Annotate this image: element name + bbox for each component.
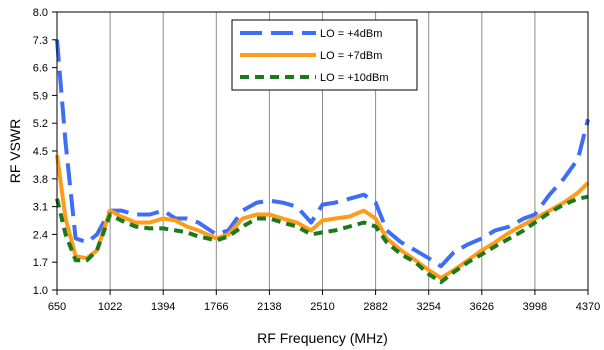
series-line-2: [55, 154, 590, 281]
x-tick-label: 4370: [576, 301, 600, 313]
y-tick-labels: 1.0 1.7 2.4 3.1 3.8 4.5 5.2 5.9 6.6 7.3 8.0: [33, 7, 57, 297]
legend: LO = +4dBm LO = +7dBm LO = +10dBm: [231, 19, 418, 91]
x-tick-labels: 650 1022 1394 1766 2138 2510 2882 3254 3626 3998 4…: [48, 290, 600, 313]
series-line-3: [55, 194, 589, 285]
y-axis-title: RF VSWR: [7, 119, 23, 184]
x-tick-label: 1394: [151, 301, 175, 313]
x-axis-title: RF Frequency (MHz): [257, 330, 388, 346]
x-tick-label: 2138: [257, 301, 281, 313]
x-tick-label: 3998: [523, 301, 547, 313]
y-tick-label: 2.4: [33, 229, 48, 241]
y-tick-label: 1.0: [33, 285, 48, 297]
data-series: [55, 39, 590, 285]
x-tick-label: 1022: [98, 301, 122, 313]
legend-label-2: LO = +7dBm: [320, 50, 382, 62]
legend-label-1: LO = +4dBm: [320, 28, 382, 40]
legend-label-3: LO = +10dBm: [320, 72, 389, 84]
y-tick-label: 7.3: [33, 35, 48, 47]
y-tick-label: 4.5: [33, 146, 48, 158]
y-tick-label: 6.6: [33, 63, 48, 75]
x-tick-label: 3254: [416, 301, 440, 313]
x-tick-label: 3626: [470, 301, 494, 313]
x-tick-label: 2510: [310, 301, 334, 313]
y-tick-label: 1.7: [33, 257, 48, 269]
x-tick-label: 650: [48, 301, 66, 313]
series-line-1: [55, 39, 590, 269]
y-tick-label: 5.9: [33, 90, 48, 102]
y-tick-label: 5.2: [33, 118, 48, 130]
x-tick-label: 1766: [204, 301, 228, 313]
y-tick-label: 3.1: [33, 202, 48, 214]
y-tick-label: 3.8: [33, 174, 48, 186]
y-tick-label: 8.0: [33, 7, 48, 19]
x-tick-label: 2882: [363, 301, 387, 313]
